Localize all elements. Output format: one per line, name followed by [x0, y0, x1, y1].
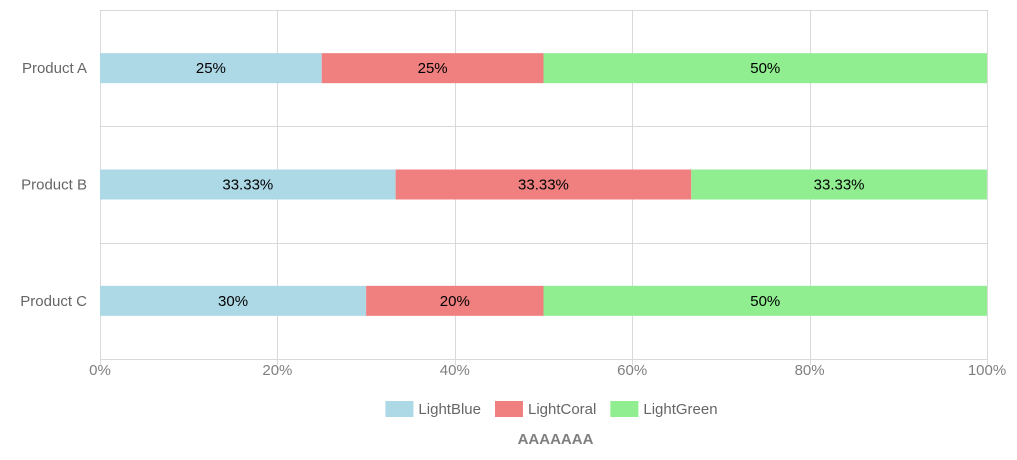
data-label: 50% — [750, 60, 780, 77]
legend-label: LightGreen — [643, 401, 717, 418]
data-label: 33.33% — [814, 177, 865, 194]
bar-segment — [691, 169, 987, 200]
legend-swatch — [494, 401, 523, 417]
data-label: 30% — [218, 293, 248, 310]
x-axis-title: AAAAAAA — [518, 431, 594, 448]
data-label: 33.33% — [518, 177, 569, 194]
x-tick-label: 40% — [440, 362, 470, 379]
category-label: Product A — [22, 60, 87, 77]
legend-swatch — [385, 401, 414, 417]
x-tick-label: 0% — [89, 362, 111, 379]
category-label: Product C — [20, 293, 87, 310]
bar-segment — [100, 169, 396, 200]
bars: 25% 25% 50% 33.33% 33.33% 33.33% 30% 20% 50% — [100, 53, 987, 316]
data-label: 20% — [440, 293, 470, 310]
x-tick-label: 100% — [968, 362, 1006, 379]
x-tick-label: 80% — [795, 362, 825, 379]
bar-segment — [395, 169, 692, 200]
bar-segment — [543, 285, 987, 316]
legend-item[interactable]: LightGreen — [610, 401, 718, 418]
legend-item[interactable]: LightBlue — [385, 401, 481, 418]
bar-segment — [366, 285, 544, 316]
category-labels: Product A Product B Product C — [20, 60, 87, 310]
legend-label: LightBlue — [418, 401, 481, 418]
x-tick-label: 20% — [262, 362, 292, 379]
legend-item[interactable]: LightCoral — [494, 401, 596, 418]
bar-segment — [100, 53, 322, 84]
legend-label: LightCoral — [528, 401, 596, 418]
data-label: 25% — [418, 60, 448, 77]
bar-segment — [321, 53, 544, 84]
x-tick-label: 60% — [617, 362, 647, 379]
data-label: 50% — [750, 293, 780, 310]
legend-swatch — [610, 401, 639, 417]
bar-segment — [543, 53, 987, 84]
data-label: 25% — [196, 60, 226, 77]
x-axis-ticks: 0% 20% 40% 60% 80% 100% — [89, 362, 1006, 379]
data-label: 33.33% — [222, 177, 273, 194]
legend: LightBlue LightCoral LightGreen — [385, 401, 718, 418]
bar-segment — [100, 285, 367, 316]
category-label: Product B — [21, 177, 87, 194]
